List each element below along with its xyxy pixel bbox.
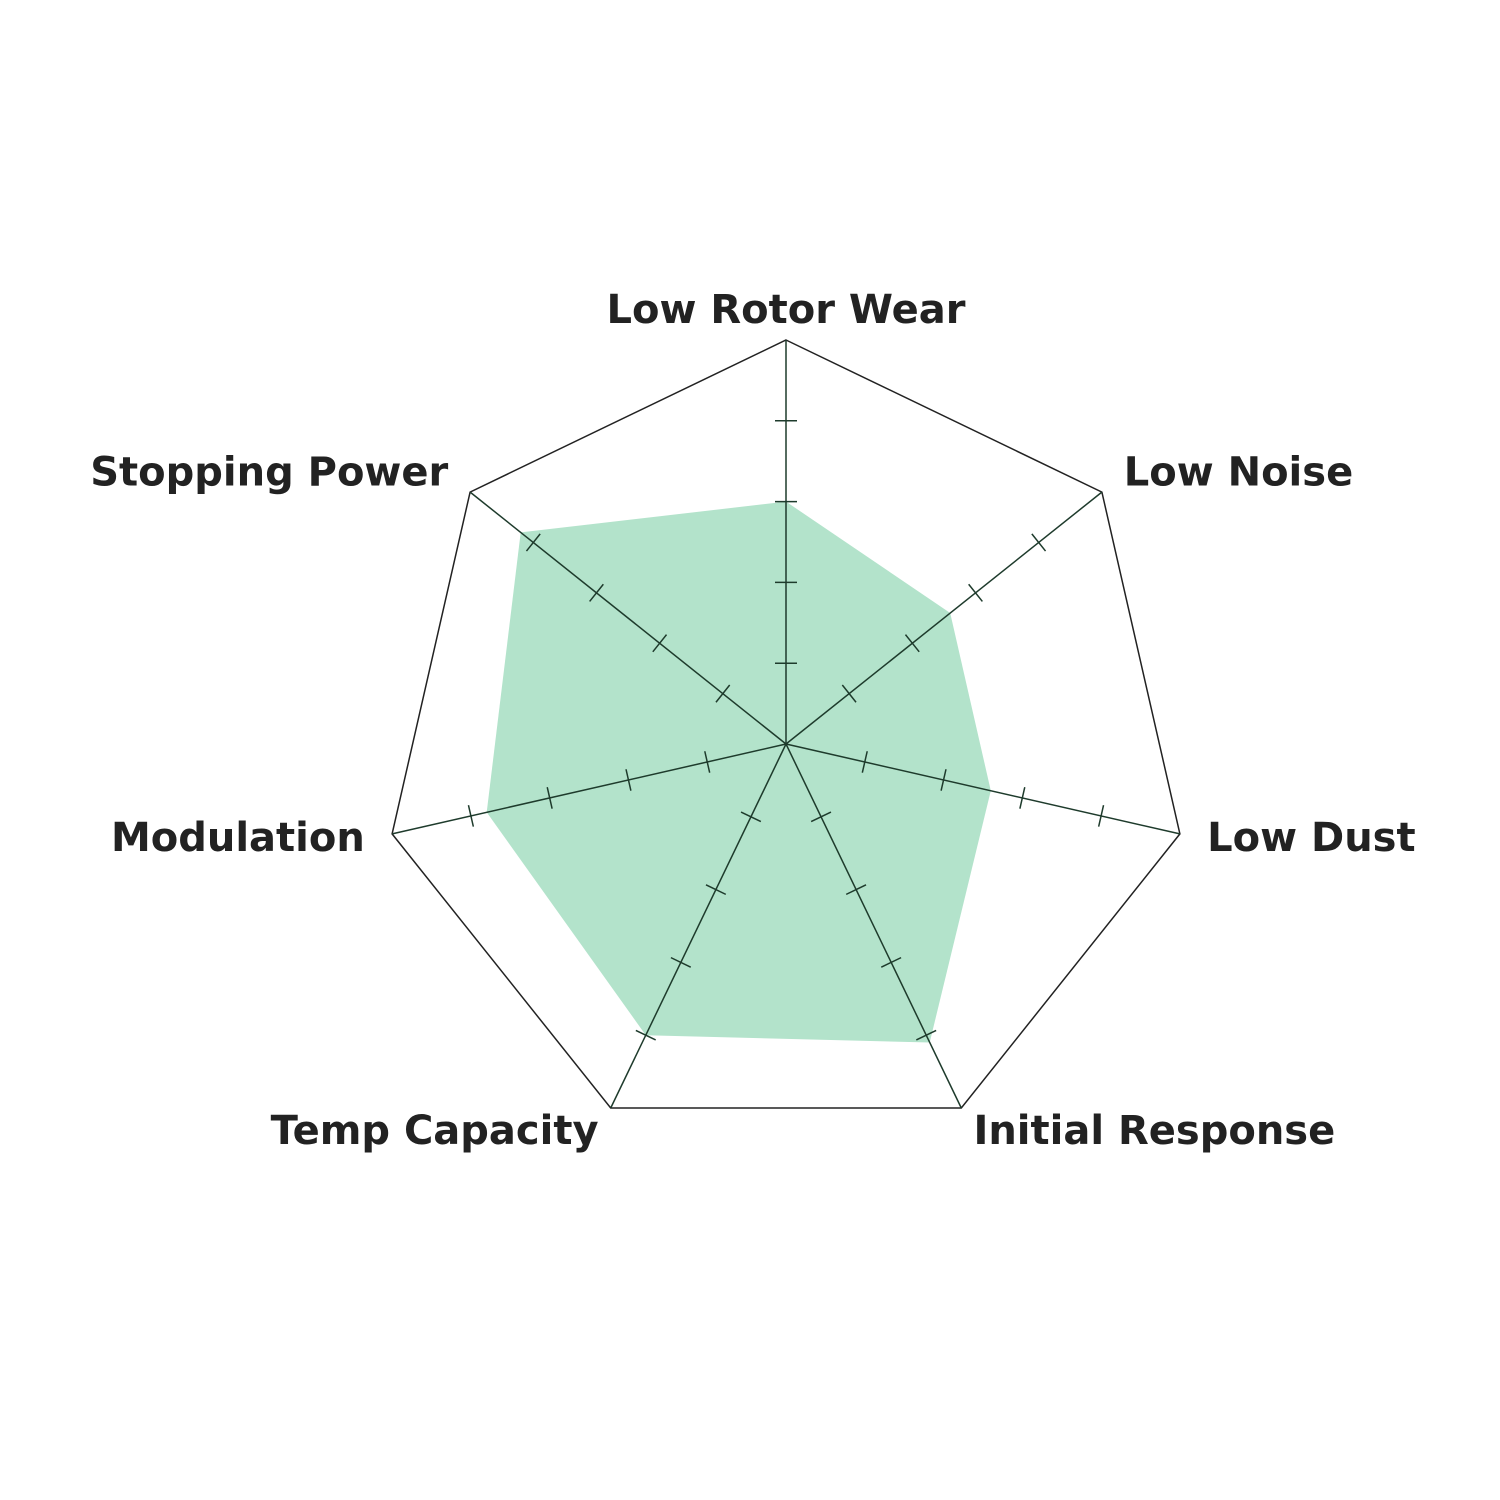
- spoke: [391, 743, 787, 835]
- tick-mark: [1031, 533, 1047, 552]
- spoke: [469, 491, 787, 745]
- tick-mark: [467, 805, 475, 827]
- axis-label: Temp Capacity: [271, 1108, 599, 1154]
- tick-mark: [625, 769, 632, 791]
- axis-label: Initial Response: [973, 1108, 1335, 1154]
- axis-label: Low Dust: [1207, 815, 1415, 861]
- spoke: [785, 491, 1103, 745]
- tick-mark: [880, 956, 902, 968]
- tick-mark: [968, 583, 983, 602]
- radar-area: [486, 501, 991, 1043]
- tick-mark: [546, 787, 553, 809]
- tick-mark: [715, 684, 731, 703]
- tick-mark: [841, 684, 857, 703]
- tick-mark: [845, 884, 867, 896]
- tick-mark: [652, 634, 668, 653]
- axis-label: Stopping Power: [90, 450, 448, 496]
- tick-mark: [1097, 805, 1105, 827]
- axis-label: Low Noise: [1124, 450, 1353, 496]
- tick-mark: [1019, 787, 1026, 809]
- axis-label: Modulation: [111, 815, 365, 861]
- outer-ring: [391, 339, 1181, 1109]
- tick-mark: [589, 583, 604, 602]
- tick-mark: [704, 751, 711, 773]
- tick-mark: [705, 884, 727, 896]
- tick-mark: [904, 634, 920, 653]
- tick-mark: [670, 956, 692, 968]
- tick-mark: [940, 769, 947, 791]
- axis-label: Low Rotor Wear: [607, 287, 966, 333]
- tick-mark: [861, 751, 868, 773]
- tick-mark: [525, 533, 541, 552]
- tick-mark: [740, 811, 762, 823]
- spoke: [785, 743, 1181, 835]
- spoke: [785, 743, 962, 1109]
- tick-mark: [915, 1029, 937, 1041]
- tick-mark: [810, 811, 832, 823]
- spoke: [610, 743, 787, 1109]
- tick-mark: [635, 1029, 657, 1041]
